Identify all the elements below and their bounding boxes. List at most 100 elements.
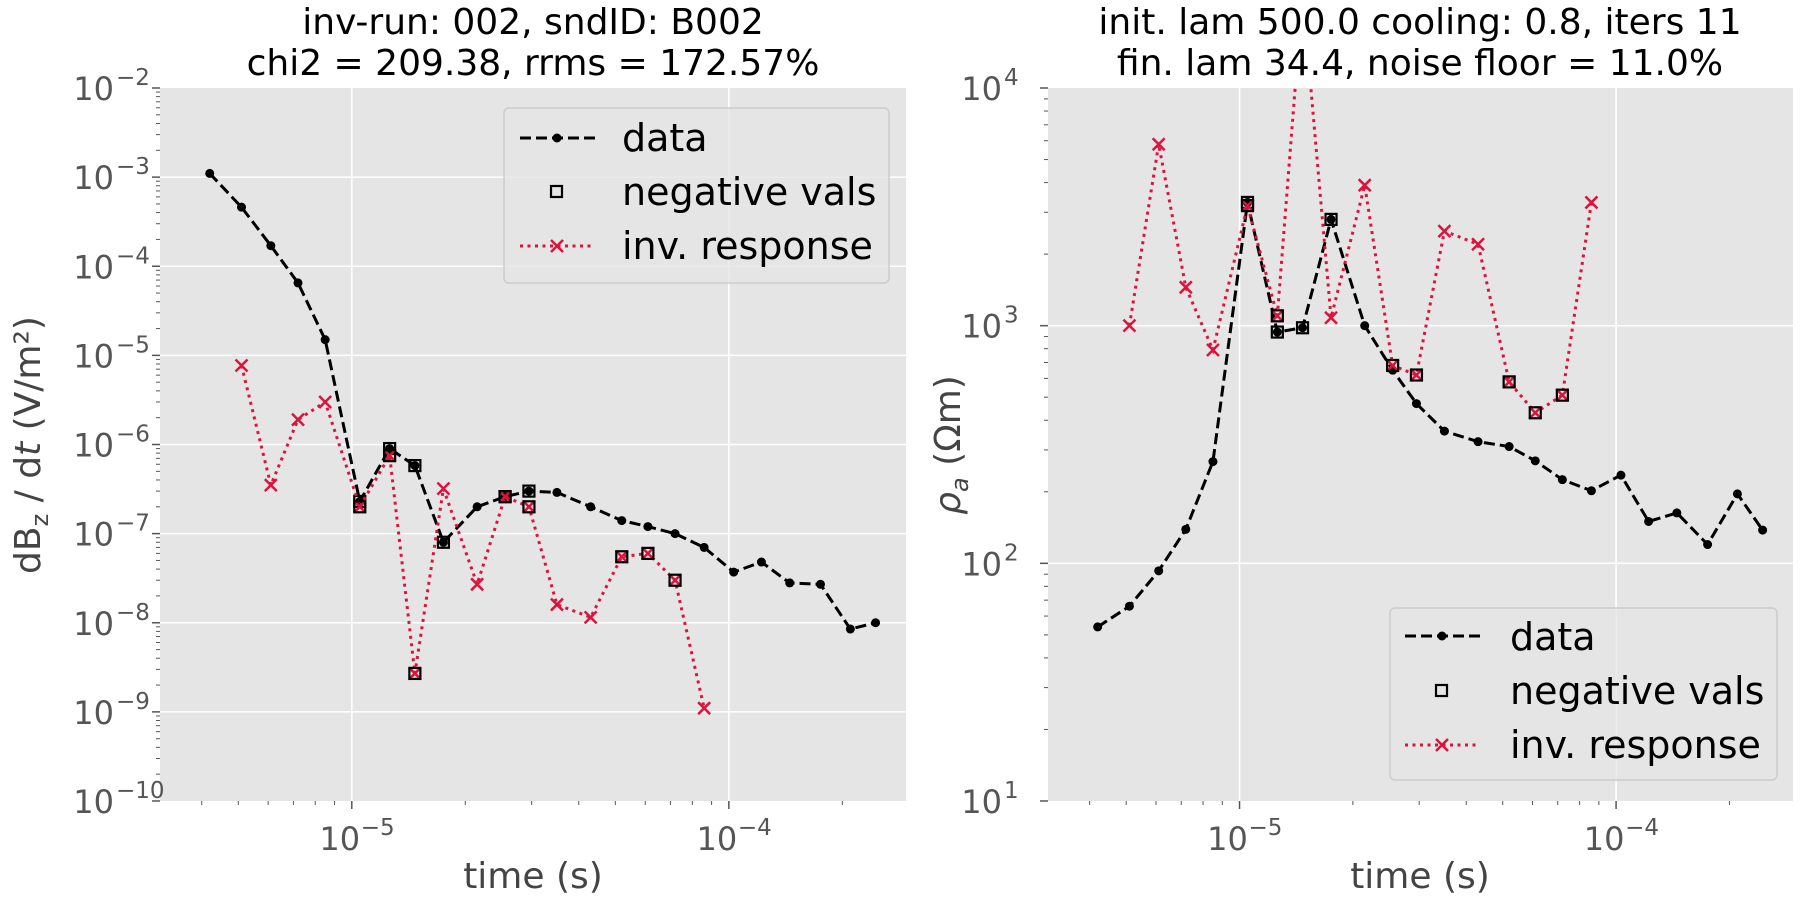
left-tick-labels: 10−5 10−4 10−2 10−3 10−4 10−5 10−6 10−7 10−8 10−9…: [73, 65, 771, 858]
data-point: [1504, 442, 1514, 452]
response-point: [498, 489, 512, 504]
right-legend-label-data: data: [1510, 615, 1596, 659]
left-legend-item-data: data: [520, 116, 708, 160]
response-point: [1471, 237, 1485, 252]
response-point: [234, 358, 249, 373]
data-point: [320, 335, 330, 345]
right-legend-item-data: data: [1405, 615, 1596, 659]
negative-value-marker: [1324, 212, 1338, 226]
left-x-axis-label: time (s): [463, 856, 603, 897]
data-point: [845, 624, 855, 634]
response-point: [1206, 343, 1220, 357]
right-legend-item-response: inv. response: [1405, 723, 1761, 767]
negative-value-marker: [353, 500, 367, 514]
right-minor-ticks: [1044, 98, 1730, 805]
y-tick-label: 101: [961, 778, 1018, 821]
data-point: [643, 522, 653, 532]
y-tick-label: 10−4: [73, 243, 150, 286]
data-point: [1298, 323, 1308, 333]
y-tick-label: 10−5: [73, 332, 150, 375]
response-point: [1555, 388, 1570, 403]
data-point: [205, 168, 215, 178]
left-series: [205, 168, 881, 716]
response-point: [263, 478, 278, 493]
response-point: [583, 610, 598, 625]
y-tick-label: 10−10: [73, 778, 164, 821]
data-point: [524, 486, 534, 496]
left-legend: data negative vals inv. response: [503, 107, 890, 284]
left-legend-box: [503, 107, 890, 284]
left-legend-label-response: inv. response: [622, 224, 873, 268]
left-title-line2: chi2 = 209.38, rrms = 172.57%: [247, 43, 820, 84]
y-tick-label: 10−3: [73, 154, 150, 197]
data-point: [1411, 399, 1421, 409]
y-tick-label: 10−7: [73, 511, 150, 554]
y-tick-label: 104: [961, 65, 1018, 108]
negative-value-marker: [1270, 325, 1284, 339]
negative-value-marker: [1528, 406, 1542, 420]
negative-value-marker: [522, 484, 536, 498]
response-point: [1437, 224, 1452, 238]
data-point: [410, 461, 420, 471]
data-point: [293, 278, 303, 288]
data-point: [1758, 525, 1768, 535]
right-legend-label-response: inv. response: [1510, 723, 1761, 767]
response-point: [1385, 358, 1400, 373]
data-series-line: [208, 172, 876, 631]
data-point: [1473, 437, 1483, 447]
data-point: [1124, 601, 1134, 611]
y-tick-label: 10−2: [73, 65, 150, 108]
negative-value-marker: [641, 546, 655, 560]
response-point: [291, 412, 305, 427]
left-legend-item-negative: negative vals: [549, 170, 876, 214]
data-point: [756, 557, 766, 567]
right-y-axis-label: ρa (Ωm): [928, 375, 974, 515]
response-point: [382, 448, 397, 463]
data-point: [1208, 457, 1218, 467]
data-point: [1439, 426, 1449, 436]
x-tick-label: 10−5: [1207, 815, 1282, 858]
response-point: [1240, 198, 1255, 213]
data-point: [1326, 214, 1336, 224]
data-point: [1586, 486, 1596, 496]
data-point: [552, 487, 562, 497]
data-point: [1530, 456, 1540, 466]
data-point: [1093, 622, 1103, 632]
response-point: [1151, 137, 1166, 152]
response-point: [1528, 405, 1543, 420]
negative-value-marker: [1295, 321, 1310, 335]
data-point: [729, 567, 739, 577]
right-title-line2: fin. lam 34.4, noise floor = 11.0%: [1117, 43, 1723, 84]
left-y-axis-label: dBz / dt (V/m²): [8, 316, 54, 574]
x-tick-label: 10−5: [319, 815, 394, 858]
response-point: [614, 549, 629, 564]
data-point: [586, 502, 596, 512]
negative-value-marker: [1386, 358, 1400, 373]
data-point: [1272, 327, 1282, 337]
data-point: [699, 542, 709, 552]
negative-value-marker: [1502, 375, 1516, 389]
y-tick-label: 10−8: [73, 600, 150, 643]
response-point: [1584, 195, 1599, 210]
data-point: [617, 516, 627, 526]
y-tick-label: 10−9: [73, 689, 150, 732]
response-point: [1409, 368, 1424, 382]
right-legend-box: [1389, 607, 1778, 781]
negative-value-marker: [436, 535, 451, 549]
negative-value-marker: [668, 573, 682, 587]
response-point: [436, 481, 451, 496]
data-point: [1154, 566, 1164, 576]
data-point: [1616, 470, 1626, 480]
data-point: [1360, 321, 1370, 331]
right-panel: 10−5 10−4 104 103 102 101 init. lam 500.0 coo…: [928, 2, 1793, 897]
data-point: [438, 537, 448, 547]
y-tick-label: 10−6: [73, 422, 150, 465]
negative-value-marker: [383, 449, 397, 463]
negative-value-marker: [1409, 368, 1424, 382]
response-point: [1502, 375, 1517, 389]
response-point: [550, 597, 564, 612]
data-point: [1732, 489, 1742, 499]
negative-value-marker: [1555, 388, 1569, 402]
y-tick-label: 102: [961, 540, 1018, 583]
